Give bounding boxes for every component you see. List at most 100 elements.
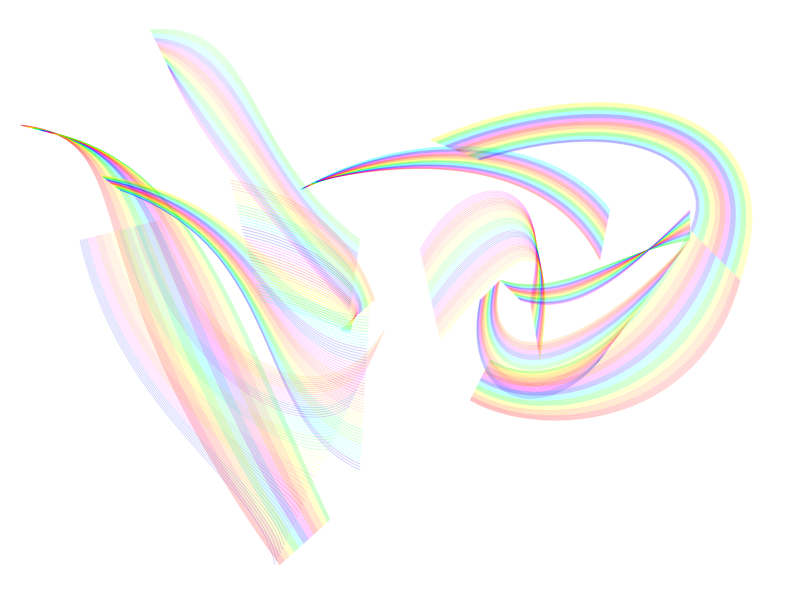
ribbon-strand <box>476 138 701 234</box>
ribbon-strand <box>229 179 376 301</box>
ribbon-strand <box>34 128 300 549</box>
ribbon-strand <box>99 234 304 506</box>
ribbon-strand <box>432 234 543 339</box>
ribbon-strand <box>151 31 360 245</box>
ribbon-strand <box>237 210 367 308</box>
ribbon-strand <box>159 219 386 378</box>
ribbon-strand <box>153 35 359 252</box>
ribbon-strand <box>465 130 713 245</box>
ribbon-strand <box>441 111 740 269</box>
ribbon-strand <box>158 220 384 380</box>
ribbon-strand <box>103 177 369 333</box>
ribbon-strand <box>239 216 365 310</box>
ribbon-strand <box>52 132 322 529</box>
ribbon-strand <box>102 176 369 327</box>
ribbon-strand <box>59 134 330 521</box>
ribbon-strand <box>486 238 699 380</box>
ribbon-strand <box>489 229 691 372</box>
ribbon-strand <box>512 220 691 298</box>
ribbon-strand <box>248 253 357 319</box>
ribbon-strand <box>45 130 313 537</box>
ribbon-strand <box>156 43 357 265</box>
ribbon-strand <box>310 159 606 238</box>
ribbon-strand <box>496 242 689 345</box>
ribbon-strand <box>301 148 610 216</box>
ribbon-strand <box>487 289 649 368</box>
ribbon-strand <box>56 133 327 524</box>
ribbon-strand <box>98 235 302 510</box>
ribbon-strand <box>487 288 652 366</box>
ribbon-strand <box>445 114 735 265</box>
ribbon-strand <box>159 49 356 277</box>
ribbon-strand <box>148 222 371 393</box>
ribbon-strand <box>505 231 691 291</box>
ribbon-strand <box>437 253 545 356</box>
ribbon-strand <box>477 261 722 402</box>
ribbon-strand <box>111 183 365 399</box>
ribbon-strand <box>515 215 691 301</box>
ribbon-strand <box>38 129 304 545</box>
ribbon-strand <box>482 293 628 381</box>
ribbon-strand <box>53 132 323 528</box>
ribbon-strand <box>489 281 660 361</box>
ribbon-strand <box>437 108 744 273</box>
ribbon-strand <box>477 298 606 395</box>
ribbon-strand <box>22 125 284 563</box>
ribbon-strand <box>485 290 641 373</box>
ribbon-strand <box>431 233 542 337</box>
ribbon-strand <box>304 152 609 223</box>
ribbon-strand <box>306 155 607 228</box>
ribbon-strand <box>303 150 609 220</box>
ribbon-strand <box>19 124 281 566</box>
ribbon-strand <box>487 236 698 379</box>
ribbon-strand <box>481 294 625 383</box>
ribbon-strand <box>84 238 283 550</box>
ribbon-strand <box>463 128 715 247</box>
right-ribbon-form <box>429 102 753 421</box>
ribbon-strand <box>136 225 354 413</box>
ribbon-strand <box>468 132 710 242</box>
ribbon-strand <box>49 131 318 533</box>
ribbon-strand <box>155 40 358 260</box>
ribbon-strand <box>475 137 701 235</box>
ribbon-strand <box>247 250 357 319</box>
ribbon-strand <box>444 113 736 266</box>
ribbon-strand <box>244 237 360 315</box>
ribbon-strand <box>477 299 605 396</box>
ribbon-strand <box>507 228 691 293</box>
ribbon-strand <box>126 227 341 432</box>
ribbon-strand <box>488 288 654 365</box>
ribbon-strand <box>112 184 364 411</box>
ribbon-strand <box>103 177 369 330</box>
ribbon-strand <box>106 233 313 486</box>
ribbon-strand <box>430 229 542 334</box>
ribbon-strand <box>476 299 603 398</box>
ribbon-strand <box>482 246 708 388</box>
ribbon-strand <box>479 140 697 231</box>
ribbon-strand <box>438 109 743 272</box>
ribbon-strand <box>481 250 712 392</box>
ribbon-strand <box>116 230 326 458</box>
ribbon-strand <box>433 238 543 342</box>
ribbon-strand <box>307 156 607 231</box>
ribbon-strand <box>436 107 746 274</box>
ribbon-strand <box>163 58 354 291</box>
ribbon-strand <box>454 121 726 256</box>
ribbon-strand <box>165 61 353 297</box>
ribbon-strand <box>40 129 307 542</box>
ribbon-strand <box>239 219 364 311</box>
ribbon-strand <box>311 160 605 239</box>
ribbon-strand <box>165 60 353 295</box>
ribbon-strand <box>104 177 368 339</box>
ribbon-strand <box>105 233 311 490</box>
ribbon-strand <box>438 256 546 358</box>
ribbon-strand <box>157 45 357 270</box>
ribbon-strand <box>29 126 293 555</box>
ribbon-strand <box>454 121 725 256</box>
ribbon-strand <box>249 256 356 320</box>
ribbon-strand <box>129 227 345 426</box>
ribbon-strand <box>428 223 541 329</box>
ribbon-strand <box>449 117 731 261</box>
ribbon-strand <box>163 57 354 290</box>
ribbon-strand <box>479 256 717 397</box>
